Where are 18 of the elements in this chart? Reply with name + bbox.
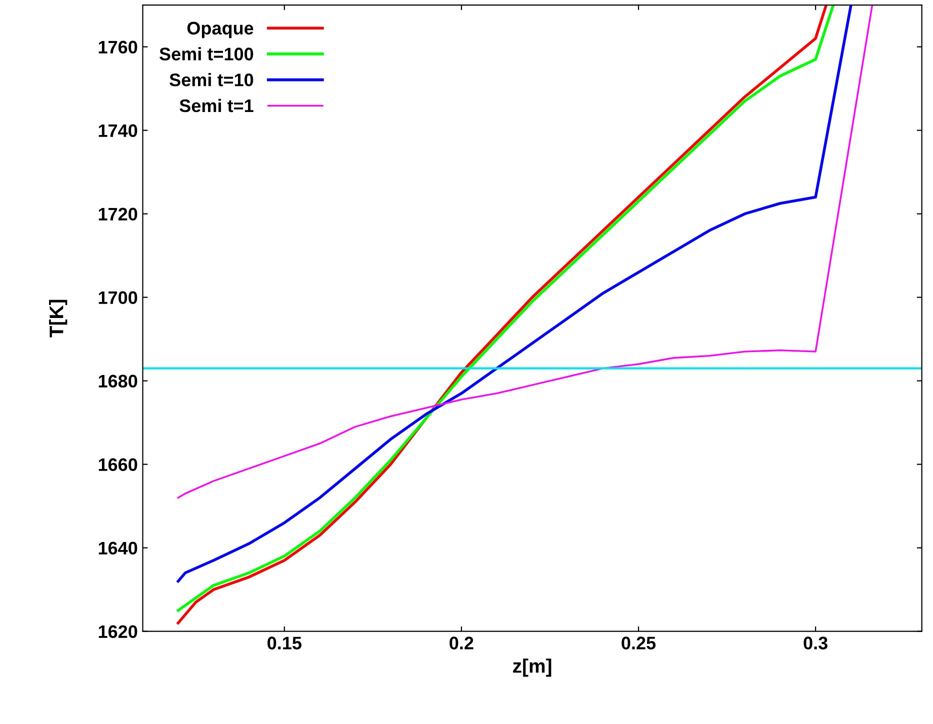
legend-label: Semi t=10 <box>170 73 254 86</box>
x-tick-label: 0.3 <box>804 636 828 650</box>
legend-label: Opaque <box>187 22 254 38</box>
y-tick-label: 1620 <box>98 625 138 638</box>
x-tick-label: 0.2 <box>450 636 474 650</box>
y-tick-label: 1660 <box>98 458 138 472</box>
legend-label: Semi t=100 <box>160 47 254 60</box>
x-tick-label: 0.25 <box>622 636 656 650</box>
y-tick-label: 1700 <box>98 291 138 304</box>
legend-label: Semi t=1 <box>180 98 254 112</box>
y-tick-label: 1760 <box>98 40 138 54</box>
y-tick-label: 1720 <box>98 208 138 221</box>
y-axis-title: T[K] <box>49 300 68 338</box>
x-axis-title: z[m] <box>513 658 552 677</box>
y-tick-label: 1740 <box>98 124 138 138</box>
x-tick-label: 0.15 <box>268 636 302 650</box>
y-tick-label: 1680 <box>98 374 138 388</box>
y-tick-label: 1640 <box>98 542 138 555</box>
